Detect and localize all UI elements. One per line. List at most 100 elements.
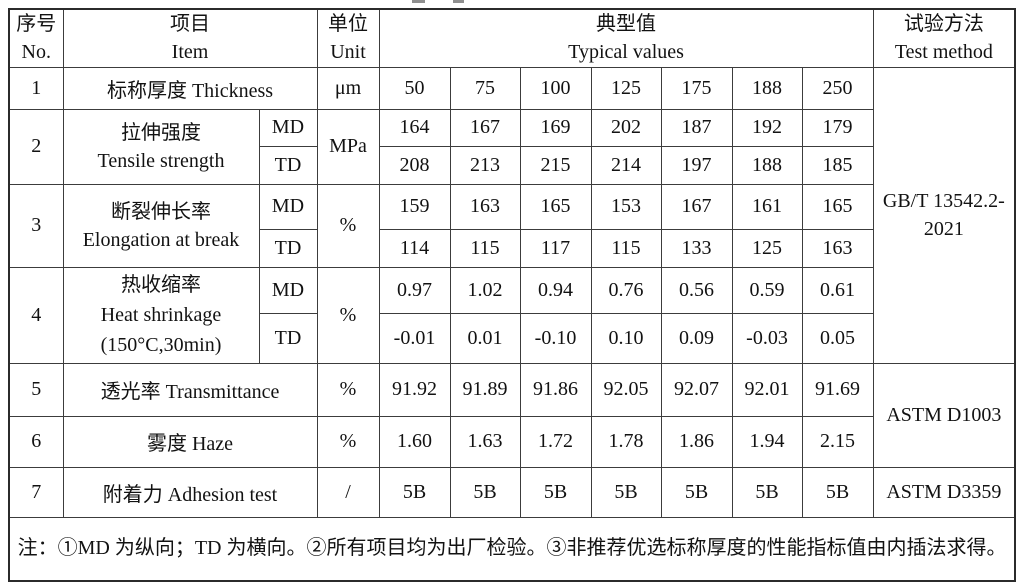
footnote: 注：①MD 为纵向；TD 为横向。②所有项目均为出厂检验。③非推荐优选标称厚度的… — [8, 516, 1016, 582]
adhesion-value: 5B — [449, 466, 521, 518]
shrinkage-md-value: 0.61 — [801, 266, 874, 314]
elongation-td-value: 163 — [801, 228, 874, 268]
table-row-elongation-md: 3 断裂伸长率 Elongation at break MD % 159 163… — [8, 183, 1015, 268]
shrinkage-label: 热收缩率 Heat shrinkage (150°C,30min) — [62, 266, 260, 364]
shrinkage-td-value: -0.10 — [519, 312, 592, 364]
header-no: 序号 No. — [8, 8, 64, 68]
header-no-zh: 序号 — [16, 13, 57, 36]
header-unit-zh: 单位 — [328, 13, 368, 36]
header-item: 项目 Item — [62, 8, 318, 68]
haze-value: 1.86 — [660, 415, 733, 468]
elongation-md-value: 153 — [590, 183, 662, 230]
elongation-label: 断裂伸长率 Elongation at break — [62, 183, 260, 268]
haze-value: 1.63 — [449, 415, 521, 468]
adhesion-value: 5B — [660, 466, 733, 518]
elongation-unit: % — [316, 183, 380, 268]
header-no-en: No. — [21, 41, 51, 64]
adhesion-value: 5B — [731, 466, 803, 518]
thickness-value: 75 — [449, 66, 521, 110]
shrinkage-td-value: 0.01 — [449, 312, 521, 364]
elongation-md-value: 165 — [801, 183, 874, 230]
table-row-tensile-md: 2 拉伸强度 Tensile strength MD MPa 164 167 1… — [8, 108, 1015, 185]
cropped-text-artifact — [412, 0, 425, 3]
thickness-value: 125 — [590, 66, 662, 110]
haze-unit: % — [316, 415, 380, 468]
table-row-adhesion: 7 附着力 Adhesion test / 5B 5B 5B 5B 5B 5B … — [8, 466, 1016, 518]
transmittance-value: 92.05 — [590, 362, 662, 417]
row-number: 2 — [8, 108, 64, 185]
shrinkage-td-value: -0.03 — [731, 312, 803, 364]
adhesion-label: 附着力 Adhesion test — [62, 466, 318, 518]
shrinkage-td-value: 0.09 — [660, 312, 733, 364]
elongation-md-value: 163 — [449, 183, 521, 230]
elongation-td-value: 125 — [731, 228, 803, 268]
row-number: 7 — [8, 466, 64, 518]
header-item-en: Item — [171, 41, 209, 64]
test-method-optical: ASTM D1003 — [872, 362, 1016, 468]
adhesion-unit: / — [316, 466, 380, 518]
thickness-value: 175 — [660, 66, 733, 110]
elongation-td-value: 114 — [378, 228, 451, 268]
tensile-td-value: 213 — [449, 145, 521, 185]
row-number: 3 — [8, 183, 64, 268]
haze-value: 2.15 — [801, 415, 874, 468]
table-row-tensile-td: TD 208 213 215 214 197 188 185 — [9, 145, 1015, 185]
adhesion-value: 5B — [378, 466, 451, 518]
adhesion-value: 5B — [590, 466, 662, 518]
tensile-md-value: 179 — [801, 108, 874, 147]
tensile-label: 拉伸强度 Tensile strength — [62, 108, 260, 185]
haze-label: 雾度 Haze — [62, 415, 318, 468]
thickness-value: 100 — [519, 66, 592, 110]
direction-md: MD — [258, 108, 318, 147]
shrinkage-md-value: 0.59 — [731, 266, 803, 314]
header-test-method: 试验方法 Test method — [872, 8, 1016, 68]
header-method-en: Test method — [894, 41, 993, 64]
row-number: 6 — [8, 415, 64, 468]
shrinkage-md-value: 0.56 — [660, 266, 733, 314]
transmittance-value: 91.86 — [519, 362, 592, 417]
transmittance-value: 91.89 — [449, 362, 521, 417]
tensile-md-value: 202 — [590, 108, 662, 147]
shrinkage-md-value: 1.02 — [449, 266, 521, 314]
shrinkage-md-value: 0.97 — [378, 266, 451, 314]
haze-value: 1.78 — [590, 415, 662, 468]
spec-table: 序号 No. 项目 Item 单位 Unit 典型值 Typical value… — [8, 8, 1017, 582]
tensile-label-zh: 拉伸强度 — [121, 121, 201, 144]
tensile-md-value: 169 — [519, 108, 592, 147]
elongation-td-value: 133 — [660, 228, 733, 268]
tensile-td-value: 214 — [590, 145, 662, 185]
shrinkage-label-zh: 热收缩率 — [121, 274, 201, 296]
row-number: 5 — [8, 362, 64, 417]
transmittance-value: 92.07 — [660, 362, 733, 417]
header-typical-en: Typical values — [568, 41, 684, 64]
thickness-value: 50 — [378, 66, 451, 110]
transmittance-unit: % — [316, 362, 380, 417]
shrinkage-td-value: 0.05 — [801, 312, 874, 364]
transmittance-value: 91.69 — [801, 362, 874, 417]
tensile-td-value: 215 — [519, 145, 592, 185]
header-item-zh: 项目 — [170, 13, 210, 36]
tensile-md-value: 167 — [449, 108, 521, 147]
shrinkage-unit: % — [316, 266, 380, 364]
table-row-shrinkage-td: TD -0.01 0.01 -0.10 0.10 0.09 -0.03 0.05 — [9, 312, 1015, 364]
elongation-td-value: 115 — [590, 228, 662, 268]
test-method-adhesion: ASTM D3359 — [872, 466, 1016, 518]
table-row-elongation-td: TD 114 115 117 115 133 125 163 — [9, 228, 1015, 268]
tensile-td-value: 208 — [378, 145, 451, 185]
test-method-mechanical: GB/T 13542.2-2021 — [872, 66, 1016, 364]
row-number: 1 — [8, 66, 64, 110]
elongation-td-value: 117 — [519, 228, 592, 268]
adhesion-value: 5B — [519, 466, 592, 518]
header-typical-values: 典型值 Typical values — [378, 8, 874, 68]
tensile-td-value: 185 — [801, 145, 874, 185]
table-row-shrinkage-md: 4 热收缩率 Heat shrinkage (150°C,30min) MD %… — [8, 266, 1015, 364]
direction-md: MD — [258, 183, 318, 230]
thickness-value: 250 — [801, 66, 874, 110]
direction-td: TD — [258, 228, 318, 268]
shrinkage-md-value: 0.94 — [519, 266, 592, 314]
elongation-md-value: 159 — [378, 183, 451, 230]
transmittance-value: 92.01 — [731, 362, 803, 417]
haze-value: 1.72 — [519, 415, 592, 468]
tensile-md-value: 187 — [660, 108, 733, 147]
